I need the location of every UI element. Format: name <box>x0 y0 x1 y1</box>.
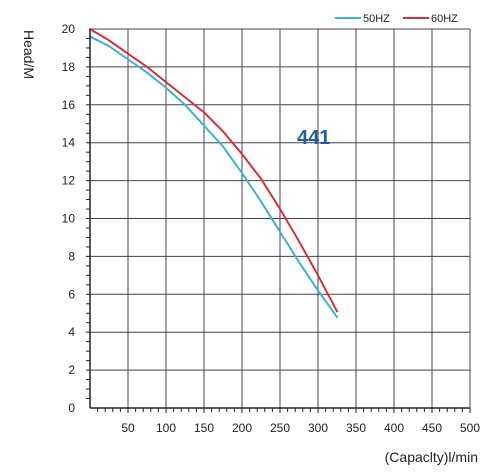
model-annotation: 441 <box>297 127 330 149</box>
x-tick-label: 450 <box>422 421 442 435</box>
legend-label-50hz: 50HZ <box>363 13 390 25</box>
x-axis-title: (Capaclty)l/min <box>385 449 478 465</box>
x-tick-label: 150 <box>194 421 214 435</box>
series-group <box>89 28 338 319</box>
y-tick-label: 10 <box>62 212 76 226</box>
tick-labels: 50 100 150 200 250 300 350 400 450 500 0 2 4 6 8 10 12 14… <box>62 22 481 435</box>
x-tick-label: 300 <box>308 421 328 435</box>
y-tick-label: 12 <box>62 174 76 188</box>
y-axis-title: Head/M <box>21 30 37 79</box>
y-tick-label: 6 <box>68 287 75 301</box>
legend-label-60hz: 60HZ <box>431 13 458 25</box>
x-tick-label: 100 <box>156 421 176 435</box>
legend: 50HZ 60HZ <box>335 13 458 25</box>
x-tick-label: 50 <box>121 421 135 435</box>
x-tick-label: 250 <box>270 421 290 435</box>
x-tick-label: 400 <box>384 421 404 435</box>
y-tick-label: 20 <box>62 22 76 36</box>
axes <box>86 29 471 413</box>
y-tick-label: 8 <box>68 249 75 263</box>
grid <box>90 28 471 409</box>
y-tick-label: 2 <box>68 363 75 377</box>
series-line-60hz <box>89 28 338 313</box>
y-tick-label: 14 <box>62 136 76 150</box>
x-tick-label: 350 <box>346 421 366 435</box>
x-tick-label: 200 <box>232 421 252 435</box>
y-tick-label: 16 <box>62 98 76 112</box>
y-tick-label: 4 <box>68 325 75 339</box>
y-tick-label: 18 <box>62 60 76 74</box>
y-tick-label: 0 <box>68 401 75 415</box>
x-tick-label: 500 <box>460 421 480 435</box>
series-line-50hz <box>89 35 338 319</box>
